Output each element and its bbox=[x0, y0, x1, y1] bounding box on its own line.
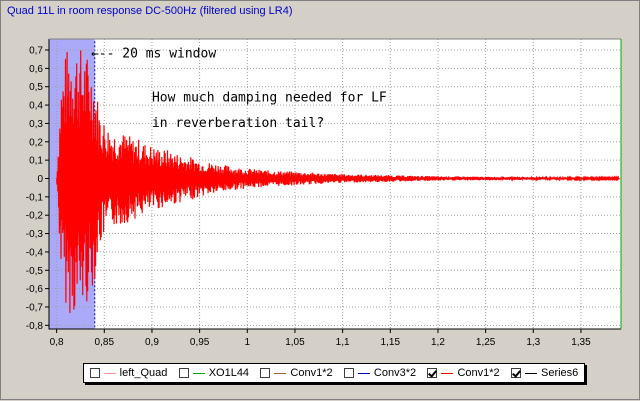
legend-swatch bbox=[103, 372, 116, 374]
legend-item[interactable]: left_Quad bbox=[89, 367, 168, 379]
x-tick-label: 1,05 bbox=[285, 337, 305, 348]
x-tick-label: 1,35 bbox=[571, 337, 591, 348]
legend-swatch bbox=[357, 372, 370, 374]
legend-checkbox[interactable] bbox=[260, 368, 271, 378]
annotation-2: in reverberation tail? bbox=[152, 116, 324, 131]
y-tick-label: 0,2 bbox=[29, 137, 43, 148]
y-tick-label: -0,8 bbox=[26, 321, 44, 332]
y-tick-label: 0,3 bbox=[29, 119, 43, 130]
x-tick-label: 1,2 bbox=[431, 337, 445, 348]
y-tick-label: 0,4 bbox=[29, 101, 43, 112]
legend-item[interactable]: Series6 bbox=[510, 367, 579, 379]
chart-title: Quad 11L in room response DC-500Hz (filt… bbox=[7, 5, 293, 17]
x-tick-label: 0,8 bbox=[50, 337, 64, 348]
y-tick-label: -0,2 bbox=[26, 211, 44, 222]
x-tick-label: 1,15 bbox=[381, 337, 401, 348]
x-tick-label: 1 bbox=[245, 337, 251, 348]
x-tick-label: 0,95 bbox=[190, 337, 210, 348]
legend-swatch bbox=[274, 372, 287, 374]
legend-checkbox[interactable] bbox=[178, 368, 189, 378]
legend: left_Quad XO1L44 Conv1*2 Conv3*2 Conv1*2 Seri… bbox=[83, 363, 585, 383]
y-tick-label: 0 bbox=[37, 174, 43, 185]
legend-item[interactable]: Conv1*2 bbox=[427, 367, 500, 379]
legend-checkbox[interactable] bbox=[343, 368, 354, 378]
legend-swatch bbox=[441, 372, 454, 374]
y-tick-label: -0,3 bbox=[26, 229, 44, 240]
legend-label: Conv3*2 bbox=[373, 367, 417, 379]
y-tick-label: 0,7 bbox=[29, 46, 43, 57]
legend-label: Conv1*2 bbox=[290, 367, 333, 379]
y-tick-label: -0,5 bbox=[26, 266, 44, 277]
series-line-conv1-2 bbox=[56, 50, 620, 313]
legend-item[interactable]: Conv1*2 bbox=[260, 367, 333, 379]
y-tick-label: -0,7 bbox=[26, 302, 44, 313]
legend-swatch bbox=[524, 372, 537, 374]
x-tick-label: 0,85 bbox=[95, 337, 115, 348]
y-tick-label: -0,1 bbox=[26, 192, 44, 203]
legend-label: XO1L44 bbox=[208, 367, 250, 379]
x-tick-label: 1,1 bbox=[336, 337, 350, 348]
y-tick-label: 0,5 bbox=[29, 82, 43, 93]
legend-label: Series6 bbox=[540, 367, 579, 379]
legend-item[interactable]: Conv3*2 bbox=[343, 367, 417, 379]
legend-checkbox[interactable] bbox=[510, 368, 521, 378]
legend-item[interactable]: XO1L44 bbox=[178, 367, 250, 379]
x-tick-label: 1,3 bbox=[526, 337, 540, 348]
y-tick-label: -0,6 bbox=[26, 284, 44, 295]
legend-label: Conv1*2 bbox=[457, 367, 500, 379]
annotation-0: ←-- 20 ms window bbox=[91, 46, 216, 61]
y-tick-label: 0,1 bbox=[29, 156, 43, 167]
legend-checkbox[interactable] bbox=[89, 368, 100, 378]
legend-label: left_Quad bbox=[119, 367, 168, 379]
x-tick-label: 1,25 bbox=[476, 337, 496, 348]
y-tick-label: 0,6 bbox=[29, 64, 43, 75]
y-tick-label: -0,4 bbox=[26, 247, 44, 258]
annotation-1: How much damping needed for LF bbox=[152, 90, 387, 105]
x-tick-label: 0,9 bbox=[145, 337, 159, 348]
legend-checkbox[interactable] bbox=[427, 368, 438, 378]
legend-swatch bbox=[192, 372, 205, 374]
